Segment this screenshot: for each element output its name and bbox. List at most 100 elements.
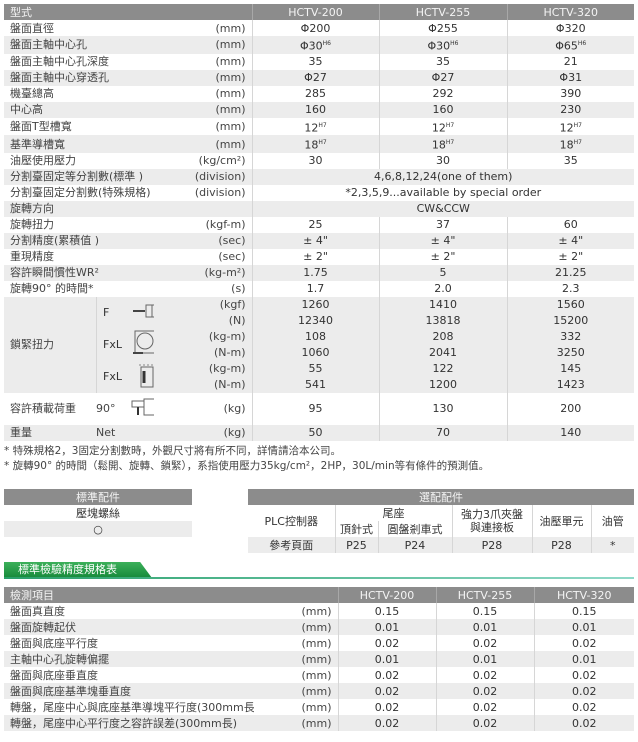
spec-label: 分割臺固定分割數(特殊規格) (4, 184, 154, 201)
spec-label: 分割精度(累積值 ) (4, 232, 154, 249)
clamp-value: 1200 (378, 376, 507, 393)
spec-unit: (division) (154, 184, 252, 201)
spec-row: 旋轉90° 的時間* (s) 1.7 2.0 2.3 (4, 280, 634, 297)
reference-page: P28 (451, 537, 532, 553)
clamp-row: (N-m) 1060 2041 3250 (4, 344, 634, 361)
value-text: 230 (560, 103, 582, 117)
clamp-type: FxL (96, 360, 154, 393)
clamp-row: (kg-m) 108 208 332 (4, 328, 634, 345)
spec-value: Φ30H6 (251, 36, 379, 54)
standard-accessory-mark: ○ (4, 521, 192, 537)
tolerance-grade: H7 (445, 139, 455, 147)
inspection-unit: (mm) (254, 619, 338, 635)
clamp-row: (N) 12340 13818 15200 (4, 312, 634, 329)
clamp-unit: (kgf) (154, 296, 252, 313)
spec-value: 30 (378, 152, 507, 169)
spec-value: 12H7 (378, 117, 507, 136)
tangential-torque-diagram-icon (131, 329, 154, 361)
inspection-label: 盤面真直度 (4, 603, 254, 619)
clamp-value: 108 (251, 328, 379, 345)
value-text: 18 (431, 138, 446, 152)
load-type: 90° (96, 401, 116, 415)
weight-label: 重量 Net (4, 424, 154, 441)
value-text: 35 (436, 55, 450, 69)
spec-unit: (sec) (154, 232, 252, 249)
value-text: ± 2" (430, 250, 456, 264)
value-text: Φ65 (555, 39, 578, 53)
value-text: 21.25 (555, 266, 587, 280)
inspection-row: 盤面與底座垂直度 (mm) 0.02 0.02 0.02 (4, 667, 634, 683)
spec-row: 盤面T型槽寬 (mm) 12H7 12H7 12H7 (4, 117, 634, 136)
value-text: 30 (308, 154, 323, 168)
inspection-unit: (mm) (254, 635, 338, 651)
clamp-unit: (N) (154, 312, 252, 329)
section-title-tab: 標準檢驗精度規格表 (4, 562, 152, 578)
inspection-unit: (mm) (254, 699, 338, 715)
clamp-value: 1410 (378, 296, 507, 313)
spec-unit: (mm) (154, 53, 252, 70)
inspection-label: 轉盤，尾座中心平行度之容許誤差(300mm長) (4, 715, 254, 731)
inspection-unit: (mm) (254, 715, 338, 731)
inspection-value: 0.01 (533, 651, 634, 667)
inspection-value: 0.02 (337, 683, 436, 699)
spec-unit: (mm) (154, 85, 252, 102)
spec-row: 分割臺固定分割數(特殊規格) (division) *2,3,5,9...avail… (4, 184, 634, 201)
clamp-value: 55 (251, 360, 379, 377)
spec-value: 30 (251, 152, 379, 169)
spec-unit (154, 200, 252, 217)
tolerance-grade: H7 (573, 139, 582, 147)
spec-value: Φ30H6 (378, 36, 507, 54)
inspection-row: 轉盤，尾座中心與底座基準導塊平行度(300mm長) (mm) 0.02 0.02 0.0… (4, 699, 634, 715)
value-text: 160 (432, 103, 454, 117)
spec-label: 分割臺固定等分割數(標準 ) (4, 168, 154, 185)
spec-value: 18H7 (506, 135, 634, 153)
header-model: HCTV-200 (337, 587, 436, 603)
inspection-value: 0.02 (533, 635, 634, 651)
value-text: Φ27 (431, 71, 455, 85)
spec-label: 盤面主軸中心孔 (4, 36, 154, 54)
spec-row: 分割精度(累積值 ) (sec) ± 4" ± 4" ± 4" (4, 232, 634, 249)
clamp-value: 12340 (251, 312, 379, 329)
weight-type: Net (96, 426, 116, 440)
spec-value: 2.0 (378, 280, 507, 297)
tolerance-grade: H7 (573, 121, 582, 129)
value-text: 160 (305, 103, 326, 117)
spec-value: 160 (378, 101, 507, 118)
spec-value: Φ320 (506, 20, 634, 36)
header-model: HCTV-255 (378, 4, 507, 20)
inspection-value: 0.15 (533, 603, 634, 619)
inspection-value: 0.15 (435, 603, 534, 619)
reference-page-label: 參考頁面 (248, 537, 335, 553)
value-text: 25 (308, 218, 323, 232)
inspection-value: 0.15 (337, 603, 436, 619)
spec-unit: (mm) (154, 20, 252, 36)
spec-unit: (mm) (154, 117, 252, 136)
spec-row: 盤面直徑 (mm) Φ200 Φ255 Φ320 (4, 20, 634, 36)
spec-label: 盤面主軸中心穿透孔 (4, 69, 154, 86)
clamp-row: 鎖緊扭力 F FxL FxL (kgf) 1260 1410 1560 (4, 296, 634, 393)
tolerance-grade: H7 (318, 139, 327, 147)
value-text: 60 (563, 218, 578, 232)
spec-value: 35 (506, 152, 634, 169)
spec-value: 1.75 (251, 264, 379, 281)
clamp-type-label: FxL (103, 337, 122, 351)
spec-value: 18H7 (251, 135, 379, 153)
value-text: Φ200 (300, 21, 331, 35)
note: * 特殊規格2，3固定分割數時，外觀尺寸將有所不同，詳情請洽本公司。 (4, 445, 341, 457)
spec-value: ± 2" (251, 248, 379, 265)
inspection-value: 0.02 (337, 635, 436, 651)
value-text: 5 (439, 266, 447, 280)
load-value: 130 (378, 392, 507, 425)
inspection-unit: (mm) (254, 603, 338, 619)
inspection-value: 0.01 (435, 651, 534, 667)
spec-value: 2.3 (506, 280, 634, 297)
tolerance-grade: H6 (322, 40, 331, 47)
spec-value: 5 (378, 264, 507, 281)
load-value: 200 (506, 392, 634, 425)
reference-page: P25 (334, 537, 378, 553)
spec-label: 重現精度 (4, 248, 154, 265)
spec-label: 盤面直徑 (4, 20, 154, 36)
spec-row: 盤面主軸中心孔深度 (mm) 35 35 21 (4, 53, 634, 70)
clamp-unit: (kg-m) (154, 328, 252, 345)
clamp-label: 鎖緊扭力 (4, 296, 97, 393)
